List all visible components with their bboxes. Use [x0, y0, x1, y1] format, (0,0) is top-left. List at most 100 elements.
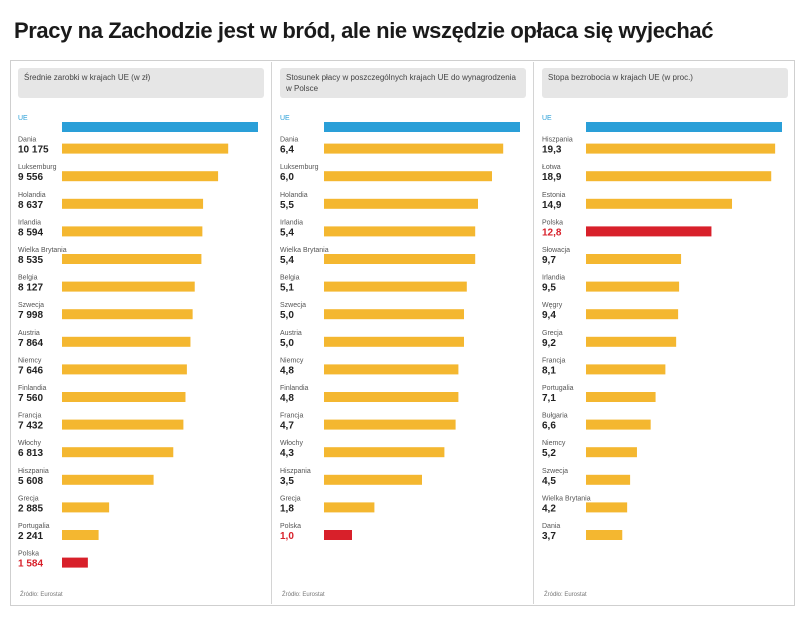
- bar-category-label: Grecja: [18, 495, 39, 502]
- bar-value-label: 5,5: [280, 200, 294, 211]
- bar: [324, 530, 352, 540]
- bar-category-label: UE: [280, 115, 290, 122]
- bar-value-label: 5,2: [542, 448, 556, 459]
- bar-value-label: 14,9: [542, 200, 562, 211]
- bar: [586, 364, 666, 375]
- bar: [62, 254, 202, 264]
- bar-category-label: Finlandia: [280, 385, 309, 392]
- bar-value-label: 9 556: [18, 172, 43, 183]
- bar-category-label: Niemcy: [18, 357, 42, 364]
- bar: [62, 392, 186, 402]
- bar-category-label: Dania: [280, 137, 298, 144]
- bar: [324, 122, 520, 132]
- bar-category-label: Irlandia: [18, 219, 41, 226]
- bar-value-label: 5 608: [18, 476, 43, 487]
- bar: [62, 336, 191, 347]
- bar: [586, 143, 776, 154]
- bar-category-label: Hiszpania: [542, 137, 573, 144]
- bar-category-label: Francja: [18, 413, 41, 420]
- bar: [324, 419, 456, 430]
- bar-value-label: 8 637: [18, 200, 43, 211]
- bar-value-label: 7,1: [542, 393, 556, 404]
- panel-unemployment: Stopa bezrobocia w krajach UE (w proc.) …: [536, 62, 794, 604]
- chart-frame: [10, 60, 795, 606]
- bar: [586, 530, 623, 540]
- bar-category-label: Słowacja: [542, 247, 570, 254]
- bar-value-label: 7 646: [18, 365, 43, 376]
- bar-category-label: Austria: [280, 330, 302, 337]
- bar-category-label: Holandia: [18, 192, 46, 199]
- bar-value-label: 1 584: [18, 559, 43, 570]
- bar-value-label: 7 998: [18, 310, 43, 321]
- bar: [62, 419, 184, 430]
- bar-value-label: 9,4: [542, 310, 556, 321]
- bar: [586, 171, 772, 182]
- bar: [324, 171, 492, 182]
- panel-header: Średnie zarobki w krajach UE (w zł): [18, 68, 264, 98]
- bar-value-label: 8 594: [18, 227, 43, 238]
- bar: [62, 226, 203, 237]
- bar: [586, 392, 656, 402]
- bar: [586, 502, 628, 513]
- bar-category-label: Wielka Brytania: [18, 247, 67, 254]
- bar-category-label: Luksemburg: [280, 164, 319, 171]
- bar-value-label: 9,5: [542, 283, 556, 294]
- bar-category-label: Estonia: [542, 192, 565, 199]
- bar-category-label: Łotwa: [542, 164, 561, 171]
- bar-value-label: 8 535: [18, 255, 43, 266]
- bar-value-label: 6,6: [542, 421, 556, 432]
- bar: [324, 143, 504, 154]
- bar-value-label: 6 813: [18, 448, 43, 459]
- bar-category-label: Irlandia: [280, 219, 303, 226]
- bar: [62, 171, 219, 182]
- chart-title: Pracy na Zachodzie jest w bród, ale nie …: [14, 18, 714, 43]
- bar: [324, 198, 478, 209]
- bar-category-label: Hiszpania: [18, 468, 49, 475]
- bar: [324, 502, 375, 513]
- bar: [62, 474, 154, 485]
- bar-category-label: Włochy: [280, 440, 303, 447]
- bar-category-label: Niemcy: [280, 357, 304, 364]
- bar-value-label: 8,1: [542, 365, 556, 376]
- bar: [62, 530, 99, 540]
- bar-value-label: 4,7: [280, 421, 294, 432]
- bar: [62, 502, 110, 513]
- bar-category-label: Dania: [542, 523, 560, 530]
- source-note: Źródło: Eurostat: [282, 592, 325, 598]
- bar-category-label: Szwecja: [280, 302, 306, 309]
- bar-category-label: Grecja: [542, 330, 563, 337]
- bar-value-label: 7 432: [18, 421, 43, 432]
- bar-value-label: 5,4: [280, 255, 294, 266]
- bar: [586, 447, 637, 458]
- bar-value-label: 4,3: [280, 448, 294, 459]
- bar: [586, 122, 782, 132]
- bar-value-label: 2 885: [18, 503, 43, 514]
- bar-category-label: UE: [18, 115, 28, 122]
- bar: [62, 557, 88, 568]
- bar-value-label: 5,0: [280, 310, 294, 321]
- bar: [62, 364, 187, 375]
- bar-category-label: Belgia: [280, 275, 300, 282]
- panel-header: Stosunek płacy w poszczególnych krajach …: [280, 68, 526, 98]
- bar-category-label: Francja: [280, 413, 303, 420]
- bar-value-label: 4,8: [280, 365, 294, 376]
- panel-header: Stopa bezrobocia w krajach UE (w proc.): [542, 68, 788, 98]
- bar: [324, 226, 476, 237]
- bar-value-label: 1,8: [280, 503, 294, 514]
- bar-category-label: Francja: [542, 357, 565, 364]
- bar-value-label: 3,5: [280, 476, 294, 487]
- bar-category-label: Belgia: [18, 275, 38, 282]
- bar: [62, 122, 258, 132]
- bar: [62, 281, 195, 292]
- bar-value-label: 6,4: [280, 145, 294, 156]
- bar: [586, 336, 677, 347]
- panel-salaries: Średnie zarobki w krajach UE (w zł) UE Da…: [12, 62, 270, 604]
- bar: [324, 281, 467, 292]
- bar-category-label: Luksemburg: [18, 164, 57, 171]
- bar: [586, 419, 651, 430]
- bar: [586, 254, 682, 264]
- bar: [324, 474, 422, 485]
- bar-category-label: Hiszpania: [280, 468, 311, 475]
